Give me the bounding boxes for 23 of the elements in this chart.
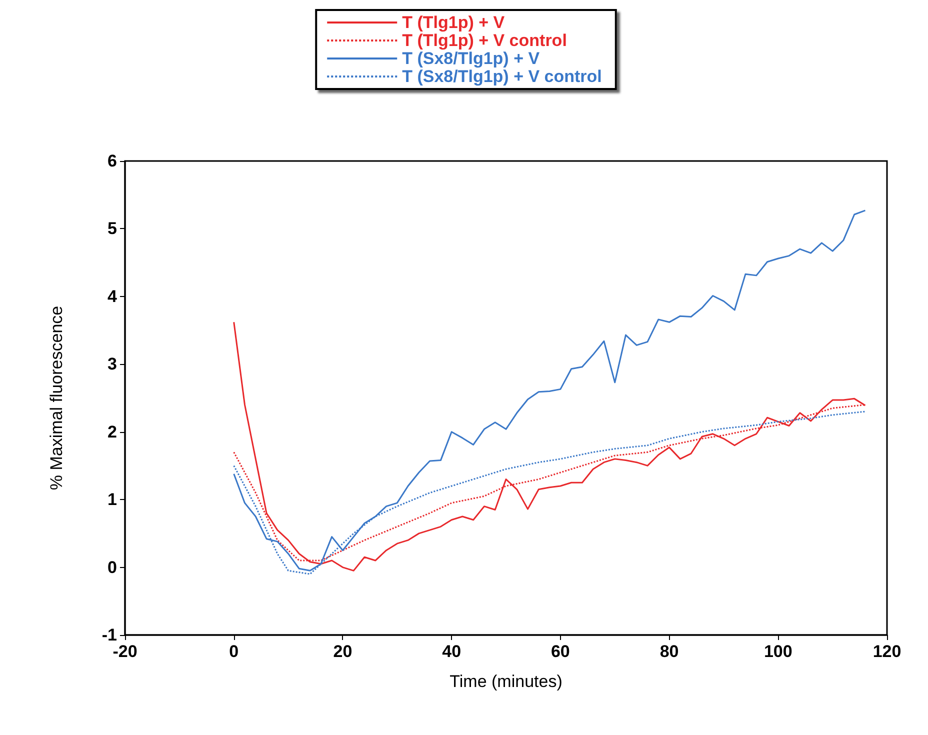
y-tick-label: -1 [102, 626, 117, 644]
x-tick-label: 80 [660, 642, 679, 661]
y-tick-label: 0 [108, 558, 117, 577]
x-tick-label: -20 [112, 642, 138, 661]
x-tick-label: 60 [550, 642, 570, 661]
y-tick-label: 6 [108, 152, 117, 170]
y-tick-label: 3 [108, 354, 117, 374]
x-axis-title: Time (minutes) [450, 672, 562, 691]
x-tick-label: 120 [872, 642, 902, 661]
legend-label: T (Sx8/Tlg1p) + V [402, 49, 540, 68]
x-tick-label: 40 [442, 642, 462, 661]
x-tick-label: 20 [333, 642, 352, 661]
y-tick-label: 5 [108, 219, 117, 238]
x-tick-label: 100 [764, 642, 792, 661]
y-tick-label: 2 [108, 422, 117, 442]
legend-label: T (Tlg1p) + V control [402, 31, 567, 50]
legend-label: T (Tlg1p) + V [402, 13, 506, 32]
y-tick-label: 1 [108, 490, 117, 510]
legend-label: T (Sx8/Tlg1p) + V control [402, 67, 602, 86]
y-axis-title: % Maximal fluorescence [47, 306, 66, 490]
x-tick-label: 0 [229, 642, 239, 661]
y-tick-label: 4 [108, 286, 118, 306]
line-series [233, 210, 866, 572]
